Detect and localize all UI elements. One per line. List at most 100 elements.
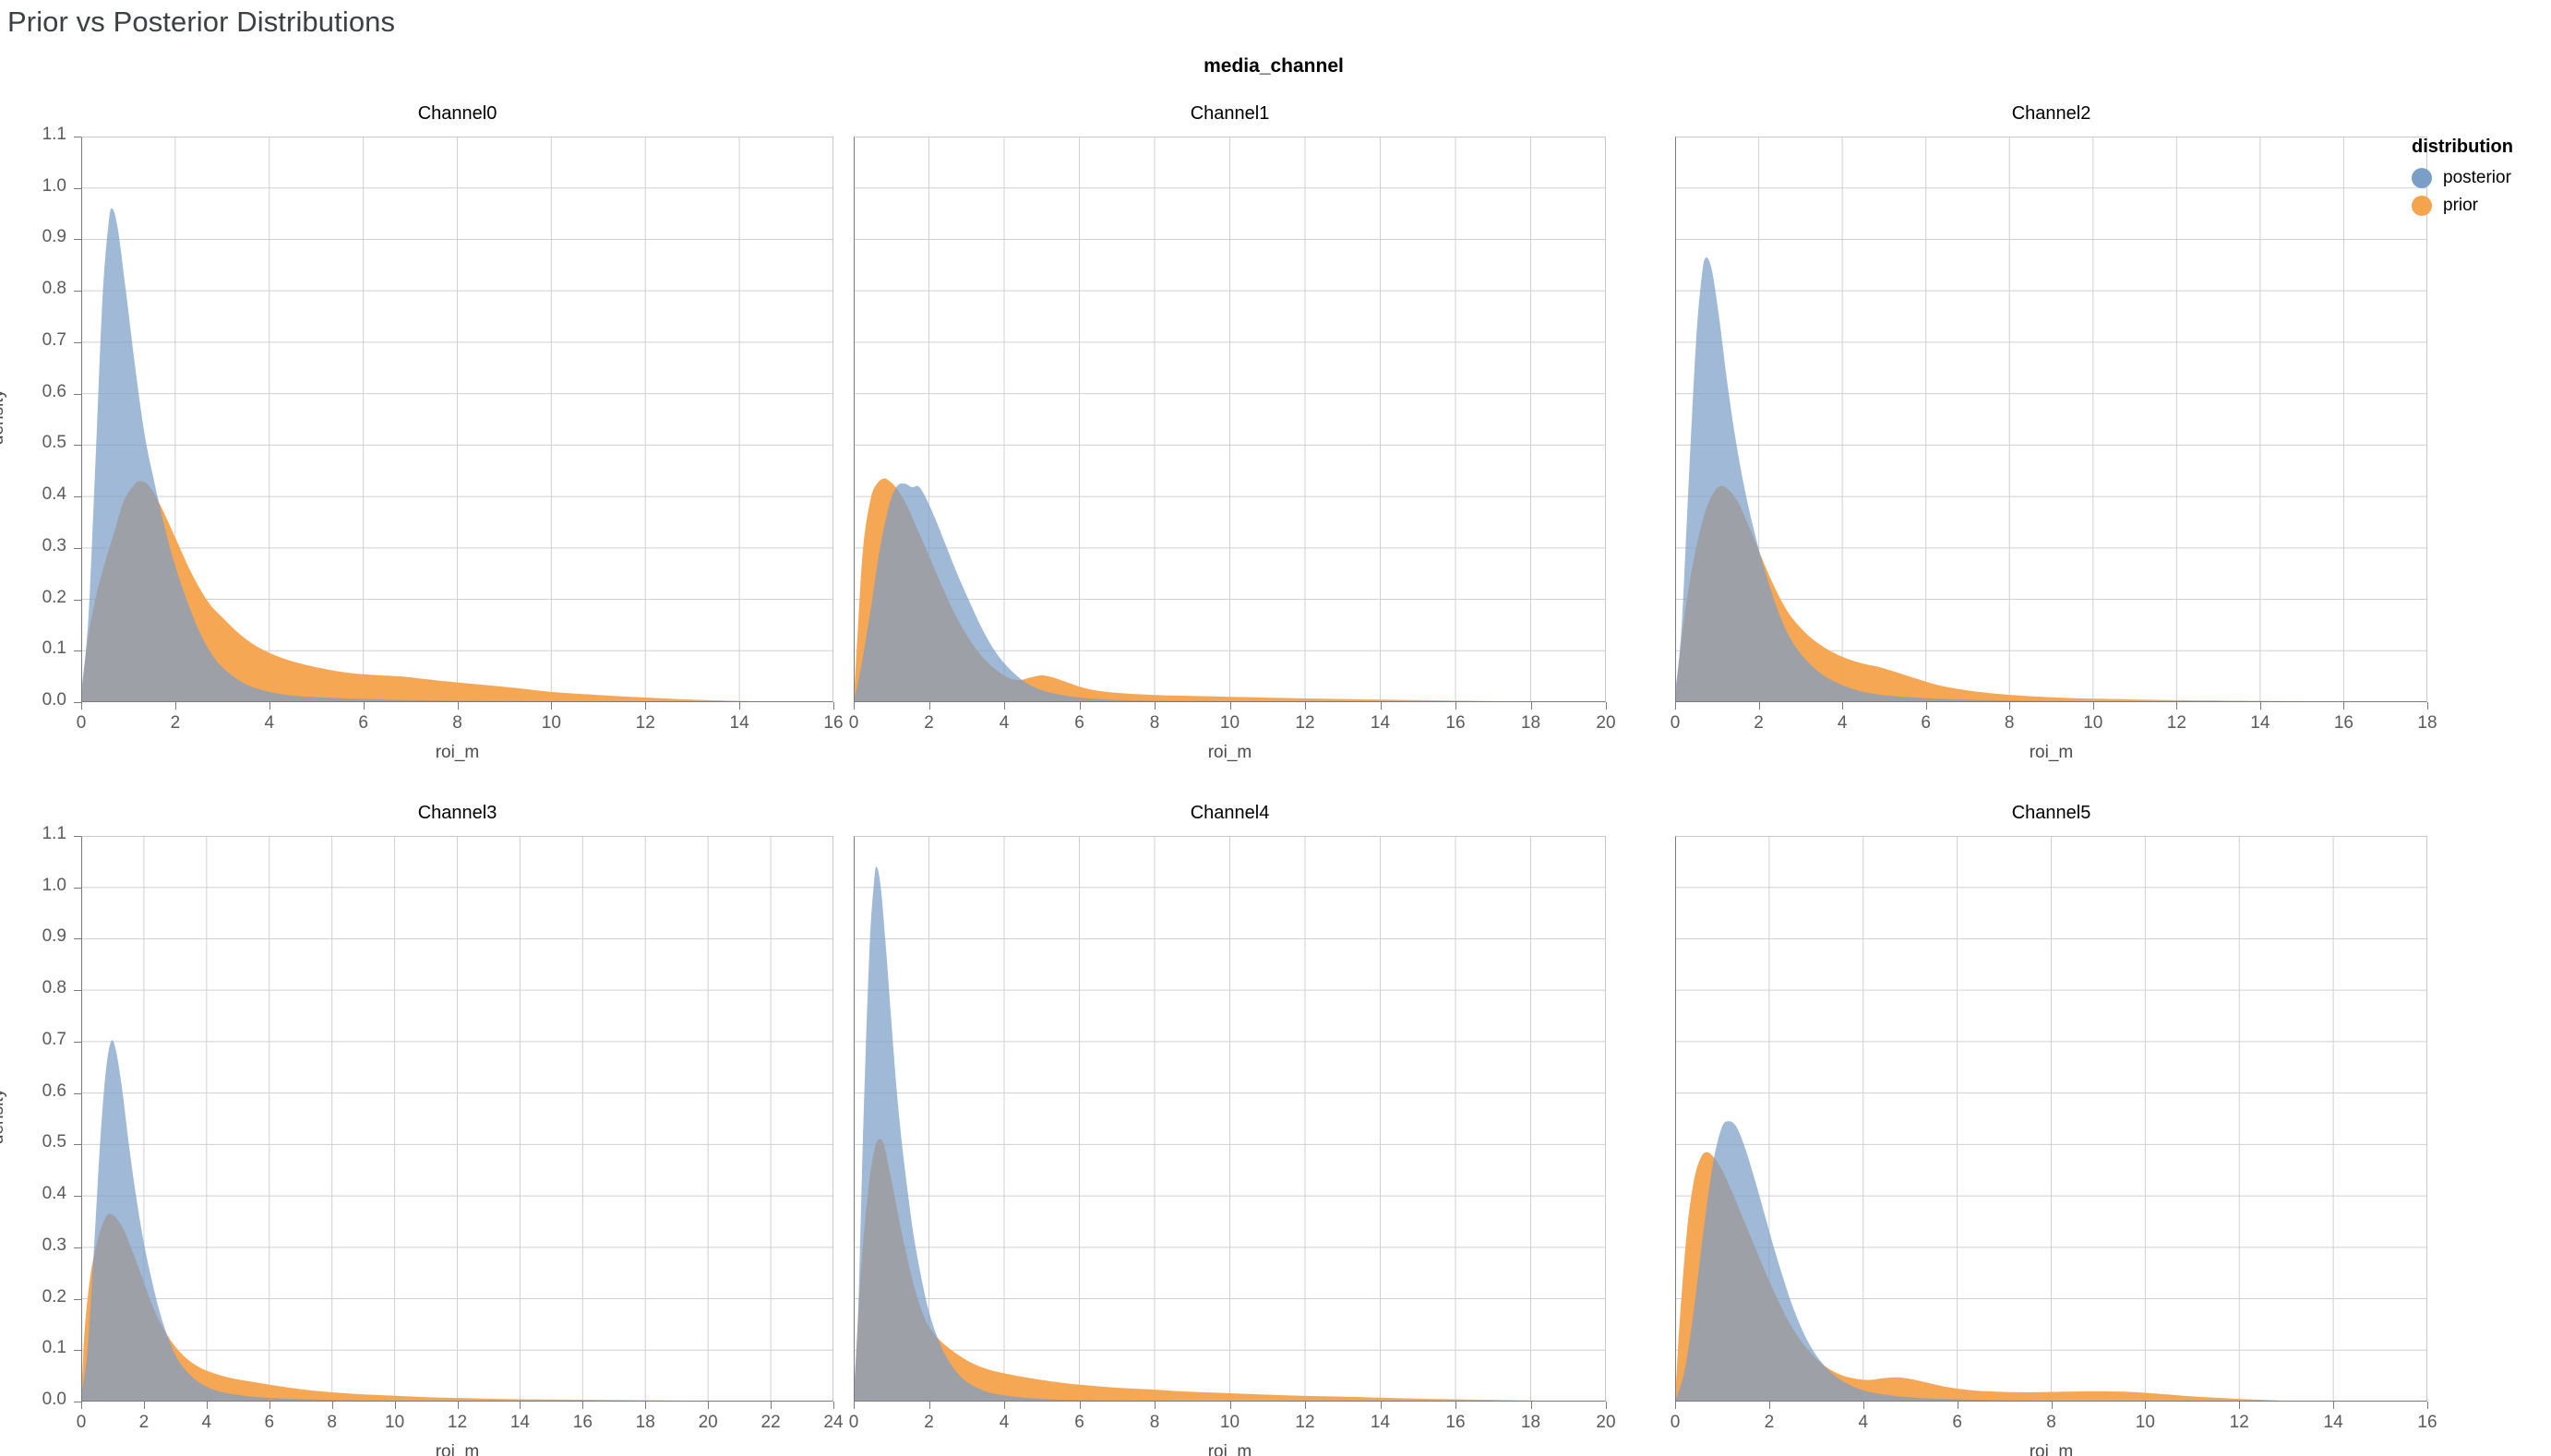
x-tick-label: 18 xyxy=(1520,1413,1541,1432)
legend-item-prior[interactable]: prior xyxy=(2412,195,2513,217)
subplot-Channel2: Channel2 xyxy=(1675,103,2427,785)
x-tick-label: 20 xyxy=(698,1413,718,1432)
x-tick-label: 4 xyxy=(999,1413,1010,1432)
x-tick-label: 8 xyxy=(327,1413,337,1432)
x-tick-mark xyxy=(854,1402,855,1409)
x-axis-label-Channel3: roi_m xyxy=(435,1442,480,1456)
y-tick-label: 0.8 xyxy=(42,978,66,998)
x-tick-label: 14 xyxy=(2323,1413,2343,1432)
x-tick-label: 4 xyxy=(1837,713,1848,733)
y-tick-label: 0.4 xyxy=(42,1184,66,1204)
x-tick-mark xyxy=(1862,1402,1864,1409)
x-tick-label: 12 xyxy=(1295,713,1315,733)
legend-item-posterior[interactable]: posterior xyxy=(2412,167,2513,189)
legend-label-prior: prior xyxy=(2443,196,2479,215)
subplot-title-Channel3: Channel3 xyxy=(417,803,497,823)
y-axis-label-Channel0: density xyxy=(0,388,7,445)
x-tick-mark xyxy=(206,1402,208,1409)
density-area-Channel5-posterior xyxy=(1675,1121,2427,1402)
x-tick-mark xyxy=(2092,702,2094,710)
plot-area-Channel2 xyxy=(1675,137,2427,702)
x-tick-mark xyxy=(928,1402,930,1409)
x-tick-label: 8 xyxy=(2004,713,2015,733)
x-tick-label: 10 xyxy=(2083,713,2103,733)
x-tick-mark xyxy=(833,1402,834,1409)
x-tick-mark xyxy=(708,1402,710,1409)
kde-plot-Channel2 xyxy=(1675,137,2427,702)
x-tick-label: 18 xyxy=(2417,713,2437,733)
subplot-Channel3: Channel3 xyxy=(81,803,833,1456)
gridlines xyxy=(81,836,833,1402)
subplot-title-Channel5: Channel5 xyxy=(2011,803,2091,823)
y-tick-label: 0.7 xyxy=(42,1029,66,1049)
density-area-Channel0-posterior xyxy=(81,208,833,702)
x-tick-label: 0 xyxy=(848,713,859,733)
kde-plot-Channel4 xyxy=(854,836,1606,1402)
x-tick-label: 2 xyxy=(1754,713,1764,733)
x-tick-mark xyxy=(520,1402,521,1409)
x-axis-label-Channel0: roi_m xyxy=(435,743,480,762)
density-area-Channel1-posterior xyxy=(854,483,1606,702)
x-tick-mark xyxy=(2145,1402,2147,1409)
x-tick-mark xyxy=(457,1402,459,1409)
subplot-title-Channel0: Channel0 xyxy=(417,103,497,124)
x-tick-label: 6 xyxy=(1921,713,1931,733)
x-tick-label: 18 xyxy=(635,1413,655,1432)
y-tick-mark xyxy=(74,1298,81,1300)
y-tick-label: 0.5 xyxy=(42,433,66,453)
x-tick-label: 14 xyxy=(509,1413,530,1432)
y-tick-mark xyxy=(74,938,81,940)
x-tick-mark xyxy=(1925,702,1927,710)
x-tick-label: 12 xyxy=(635,713,655,733)
x-tick-mark xyxy=(1606,702,1607,710)
x-tick-label: 20 xyxy=(1596,1413,1616,1432)
x-tick-label: 6 xyxy=(1074,713,1084,733)
x-tick-mark xyxy=(1380,702,1382,710)
x-tick-mark xyxy=(1455,702,1456,710)
y-tick-label: 0.9 xyxy=(42,227,66,247)
x-tick-mark xyxy=(1675,1402,1676,1409)
y-tick-label: 0.3 xyxy=(42,1235,66,1255)
x-tick-label: 22 xyxy=(761,1413,781,1432)
x-tick-label: 6 xyxy=(358,713,368,733)
legend-title: distribution xyxy=(2412,137,2513,157)
x-tick-label: 2 xyxy=(924,713,934,733)
x-tick-mark xyxy=(269,702,270,710)
y-tick-label: 1.1 xyxy=(42,125,66,144)
x-tick-mark xyxy=(363,702,365,710)
x-tick-mark xyxy=(833,702,834,710)
x-tick-mark xyxy=(1675,702,1676,710)
x-tick-label: 6 xyxy=(264,1413,275,1432)
x-tick-mark xyxy=(771,1402,772,1409)
x-tick-label: 12 xyxy=(2229,1413,2249,1432)
x-tick-label: 8 xyxy=(1149,713,1160,733)
x-tick-label: 4 xyxy=(999,713,1010,733)
x-tick-mark xyxy=(394,1402,396,1409)
x-tick-label: 10 xyxy=(1219,713,1240,733)
x-tick-mark xyxy=(1606,1402,1607,1409)
y-tick-mark xyxy=(74,187,81,189)
x-tick-label: 18 xyxy=(1520,713,1541,733)
x-tick-mark xyxy=(2259,702,2261,710)
y-tick-label: 0.0 xyxy=(42,690,66,710)
y-tick-label: 1.0 xyxy=(42,875,66,895)
x-tick-mark xyxy=(1229,1402,1231,1409)
kde-plot-Channel0 xyxy=(81,137,833,702)
facet-header-label: media_channel xyxy=(1204,55,1344,77)
x-tick-mark xyxy=(551,702,553,710)
x-tick-label: 4 xyxy=(264,713,275,733)
x-tick-label: 14 xyxy=(1370,713,1391,733)
y-tick-mark xyxy=(74,496,81,498)
x-tick-mark xyxy=(1530,1402,1532,1409)
x-tick-label: 12 xyxy=(2166,713,2186,733)
subplot-Channel4: Channel4 xyxy=(854,803,1606,1456)
y-tick-label: 0.4 xyxy=(42,484,66,505)
x-tick-label: 10 xyxy=(385,1413,405,1432)
x-tick-mark xyxy=(1004,1402,1005,1409)
legend-label-posterior: posterior xyxy=(2443,168,2511,187)
page-title: Prior vs Posterior Distributions xyxy=(7,6,396,38)
x-tick-mark xyxy=(1758,702,1760,710)
x-tick-label: 14 xyxy=(729,713,749,733)
x-tick-mark xyxy=(928,702,930,710)
